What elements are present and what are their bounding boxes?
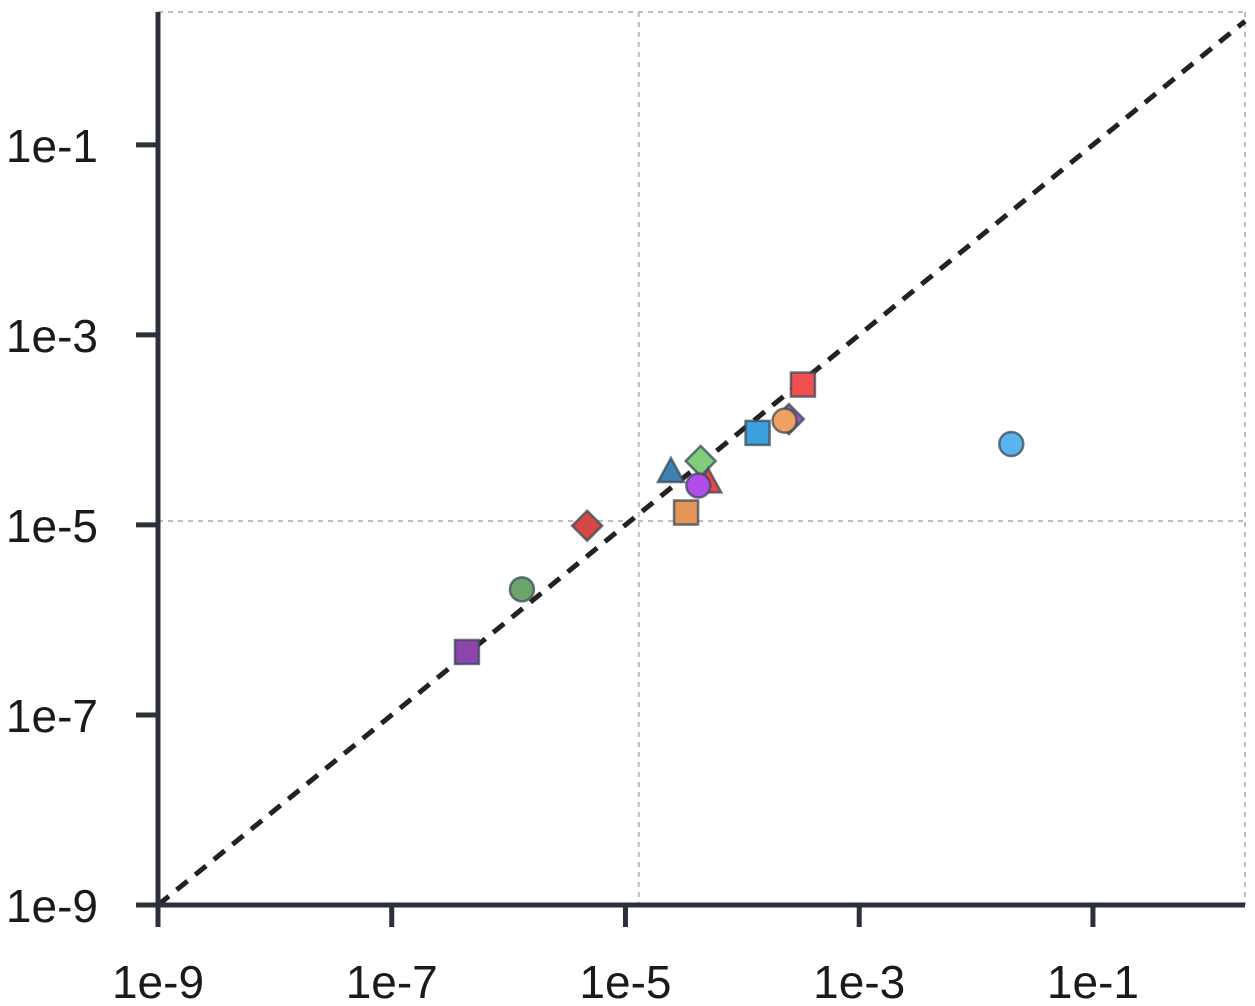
data-point-circle: [685, 472, 712, 499]
data-point-square: [789, 371, 817, 398]
data-point-square: [744, 419, 771, 447]
y-tick-label: 1e-7: [6, 690, 98, 742]
data-point-diamond: [570, 508, 604, 543]
y-tick-label: 1e-3: [6, 310, 98, 362]
axes: [136, 12, 1245, 927]
y-tick-label: 1e-9: [6, 880, 98, 932]
data-points: [453, 371, 1025, 666]
data-point-circle: [771, 407, 798, 434]
x-tick-label: 1e-1: [1047, 956, 1139, 1006]
data-point-circle: [508, 576, 536, 603]
tick-labels: 1e-9 1e-7 1e-5 1e-3 1e-1 1e-9 1e-7 1e-5 1e-3 1e-1: [6, 120, 1139, 1006]
x-tick-label: 1e-7: [346, 956, 438, 1006]
grid-lines: [158, 11, 1246, 905]
x-tick-label: 1e-5: [579, 956, 671, 1006]
data-point-triangle: [655, 455, 687, 484]
data-point-square: [453, 638, 481, 666]
y-tick-label: 1e-1: [6, 120, 98, 172]
x-tick-label: 1e-3: [813, 956, 905, 1006]
y-tick-label: 1e-5: [6, 500, 98, 552]
x-tick-label: 1e-9: [112, 956, 204, 1006]
data-point-circle: [998, 430, 1025, 458]
data-point-square: [672, 499, 700, 526]
